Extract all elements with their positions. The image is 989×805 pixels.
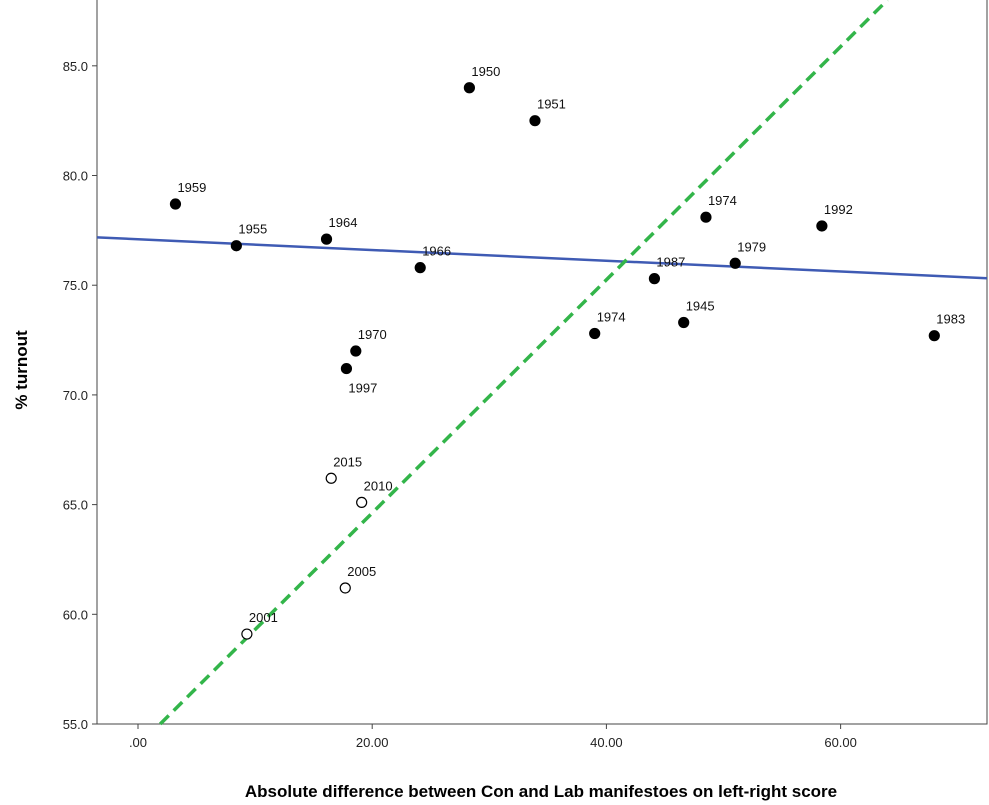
data-point bbox=[320, 233, 333, 245]
point-label: 1950 bbox=[471, 64, 500, 79]
x-axis: .00 20.00 40.00 60.00 bbox=[129, 724, 857, 750]
data-point bbox=[325, 472, 337, 484]
y-tick-label: 75.0 bbox=[63, 278, 88, 293]
point-label: 1974 bbox=[708, 193, 737, 208]
data-point bbox=[230, 240, 242, 252]
fit-line-solid bbox=[96, 236, 988, 280]
data-point bbox=[356, 496, 368, 509]
point-label: 2005 bbox=[347, 564, 376, 579]
x-tick-label: 60.00 bbox=[824, 735, 857, 750]
y-tick-label: 65.0 bbox=[63, 498, 88, 513]
y-tick-label: 55.0 bbox=[63, 717, 88, 732]
data-point bbox=[816, 220, 828, 232]
data-point bbox=[529, 115, 541, 127]
y-tick-label: 85.0 bbox=[63, 59, 88, 74]
x-tick-label: 20.00 bbox=[356, 735, 389, 750]
data-point bbox=[339, 582, 351, 594]
y-axis-title: % turnout bbox=[12, 330, 31, 410]
point-label: 1955 bbox=[238, 222, 267, 237]
data-point bbox=[648, 273, 661, 285]
fit-lines bbox=[96, 0, 988, 726]
point-label: 1997 bbox=[348, 381, 377, 396]
point-label: 1966 bbox=[422, 244, 451, 259]
y-tick-label: 80.0 bbox=[63, 169, 88, 184]
data-point bbox=[678, 316, 690, 329]
point-label: 2010 bbox=[364, 478, 393, 493]
point-label: 1992 bbox=[824, 202, 853, 217]
fit-line-dashed bbox=[159, 0, 889, 726]
data-point bbox=[241, 628, 253, 640]
x-axis-title: Absolute difference between Con and Lab … bbox=[245, 782, 837, 801]
data-point bbox=[340, 362, 353, 375]
data-point bbox=[729, 257, 741, 269]
plot-area-frame bbox=[96, 0, 988, 725]
point-label: 1970 bbox=[358, 327, 387, 342]
point-label: 2015 bbox=[333, 454, 362, 469]
point-label: 1974 bbox=[597, 309, 626, 324]
point-label: 1964 bbox=[329, 215, 358, 230]
point-label: 1959 bbox=[177, 180, 206, 195]
point-label: 1945 bbox=[686, 299, 715, 314]
data-point bbox=[928, 330, 940, 342]
y-tick-label: 60.0 bbox=[63, 607, 88, 622]
data-point bbox=[589, 327, 601, 340]
point-label: 1979 bbox=[737, 239, 766, 254]
data-point bbox=[414, 262, 426, 274]
point-label: 2001 bbox=[249, 610, 278, 625]
data-point bbox=[350, 345, 362, 357]
data-point bbox=[700, 211, 712, 223]
x-tick-label: 40.00 bbox=[590, 735, 623, 750]
y-tick-label: 70.0 bbox=[63, 388, 88, 403]
data-point bbox=[463, 82, 475, 94]
point-label: 1987 bbox=[656, 255, 685, 270]
point-label: 1983 bbox=[936, 312, 965, 327]
data-points: 1950 1951 1959 1955 1964 1966 1974 1992 1979 1987… bbox=[169, 64, 965, 640]
point-label: 1951 bbox=[537, 97, 566, 112]
y-axis: 55.0 60.0 65.0 70.0 75.0 80.0 85.0 bbox=[63, 59, 97, 732]
data-point bbox=[169, 198, 182, 210]
x-tick-label: .00 bbox=[129, 735, 147, 750]
